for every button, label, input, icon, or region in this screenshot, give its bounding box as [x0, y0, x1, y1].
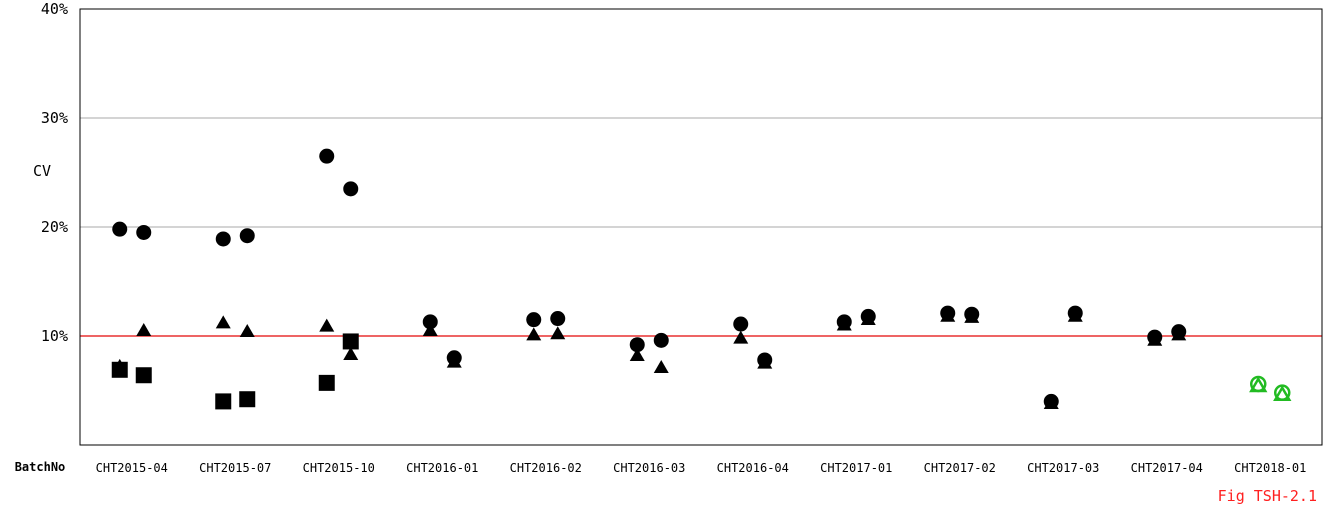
data-point-triangle	[836, 317, 852, 331]
data-point-triangle	[940, 308, 956, 322]
x-tick-label: CHT2016-01	[406, 461, 478, 475]
data-point-circle	[653, 332, 669, 348]
data-point-triangle	[1043, 395, 1059, 409]
data-point-triangle	[733, 330, 749, 344]
data-point-triangle	[550, 326, 566, 340]
y-tick-label: 30%	[41, 109, 68, 127]
data-point-square	[239, 391, 256, 408]
data-point-triangle	[757, 355, 773, 369]
x-tick-labels: CHT2015-04 CHT2015-07 CHT2015-10 CHT2016-01…	[96, 461, 1307, 475]
grid-layer	[80, 117, 1322, 228]
data-point-open-triangle	[1249, 376, 1268, 393]
data-point-circle	[112, 221, 128, 237]
data-point-square	[342, 333, 359, 350]
plot-area-frame	[79, 8, 1323, 446]
data-point-triangle	[629, 348, 645, 362]
x-tick-label: CHT2018-01	[1234, 461, 1306, 475]
data-point-triangle	[964, 309, 980, 323]
data-point-square	[215, 393, 232, 410]
x-tick-label: CHT2017-04	[1131, 461, 1203, 475]
data-point-circle	[136, 224, 152, 240]
data-point-triangle	[860, 312, 876, 326]
x-tick-label: CHT2016-03	[613, 461, 685, 475]
data-point-triangle	[446, 354, 462, 368]
data-point-circle	[629, 337, 645, 353]
data-point-triangle	[239, 324, 255, 338]
y-tick-label: 40%	[41, 0, 68, 18]
data-point-triangle	[526, 327, 542, 341]
data-point-circle	[215, 231, 231, 247]
y-tick-label: 10%	[41, 327, 68, 345]
data-point-triangle	[1147, 332, 1163, 346]
data-point-triangle	[653, 360, 669, 374]
data-point-circle	[343, 181, 359, 197]
data-marks	[111, 148, 1292, 410]
x-tick-label: CHT2017-01	[820, 461, 892, 475]
data-point-circle	[319, 148, 335, 164]
x-tick-label: CHT2015-10	[303, 461, 375, 475]
x-tick-label: CHT2016-02	[510, 461, 582, 475]
data-point-triangle	[1171, 327, 1187, 341]
data-point-triangle	[422, 322, 438, 336]
x-tick-label: CHT2017-03	[1027, 461, 1099, 475]
x-tick-label: CHT2016-04	[717, 461, 789, 475]
data-point-circle	[239, 228, 255, 244]
y-tick-labels: 10% 20% 30% 40%	[41, 0, 68, 345]
data-point-square	[318, 374, 335, 391]
data-point-triangle	[343, 346, 359, 360]
data-point-square	[111, 361, 128, 378]
y-tick-label: 20%	[41, 218, 68, 236]
data-point-triangle	[319, 318, 335, 332]
data-point-triangle	[1067, 308, 1083, 322]
data-point-triangle	[136, 322, 152, 336]
figure-caption: Fig TSH-2.1	[1218, 487, 1317, 505]
data-point-circle	[550, 311, 566, 327]
data-point-open-triangle	[1273, 385, 1292, 402]
x-tick-label: CHT2017-02	[924, 461, 996, 475]
x-tick-label: CHT2015-04	[96, 461, 168, 475]
y-axis-label: CV	[33, 162, 51, 180]
data-point-circle	[733, 316, 749, 332]
data-point-circle	[422, 314, 438, 330]
data-point-circle	[526, 312, 542, 328]
data-point-square	[135, 367, 152, 384]
x-tick-label: CHT2015-07	[199, 461, 271, 475]
data-point-triangle	[215, 315, 231, 329]
x-axis-label: BatchNo	[15, 460, 66, 474]
